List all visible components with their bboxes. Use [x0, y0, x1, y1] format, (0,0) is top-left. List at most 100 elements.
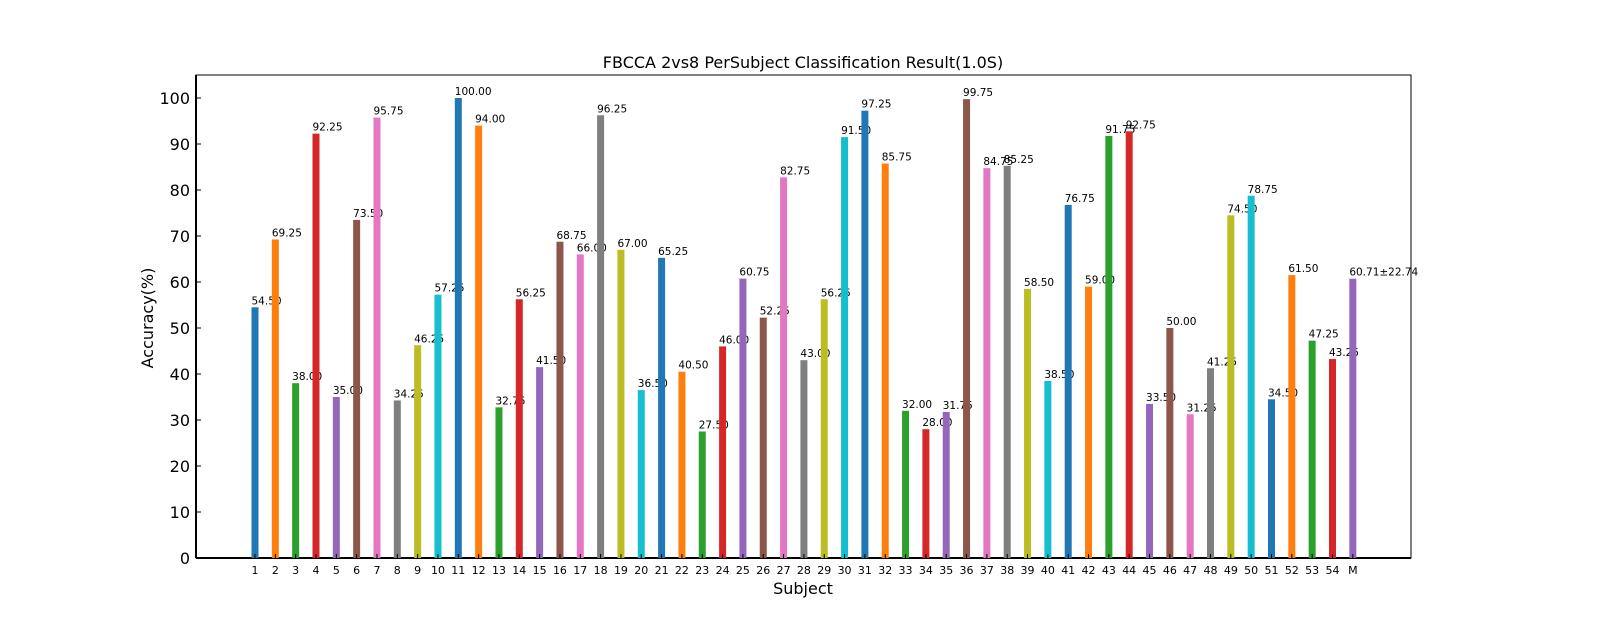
y-tick-label: 60	[170, 273, 190, 292]
bar-36	[963, 99, 971, 559]
bar-37	[983, 168, 991, 558]
x-tick-label: 46	[1163, 564, 1177, 577]
x-tick-label: 48	[1204, 564, 1218, 577]
bar-6	[353, 219, 361, 558]
x-tick-label: 12	[472, 564, 486, 577]
x-tick-label: 38	[1000, 564, 1014, 577]
bar-25	[739, 278, 747, 558]
data-label: 100.00	[455, 86, 492, 98]
bar-23	[698, 431, 706, 558]
bar-19	[617, 249, 625, 559]
data-label: 40.50	[678, 360, 708, 372]
bar-4	[312, 133, 320, 558]
bar-49	[1227, 215, 1235, 559]
y-tick-label: 30	[170, 411, 190, 430]
x-tick-label: 15	[533, 564, 547, 577]
x-tick-label: 6	[353, 564, 360, 577]
bar-40	[1044, 380, 1052, 558]
bar-20	[637, 390, 645, 558]
data-label: 32.00	[902, 399, 932, 411]
bar-26	[759, 317, 767, 558]
data-label: 97.25	[861, 99, 891, 111]
bar-41	[1064, 204, 1072, 558]
x-tick-label: 47	[1183, 564, 1197, 577]
bar-30	[841, 137, 849, 558]
bar-43	[1105, 135, 1113, 558]
bar-10	[434, 294, 442, 558]
bar-24	[719, 346, 727, 558]
y-tick-label: 40	[170, 365, 190, 384]
x-tick-label: 35	[939, 564, 953, 577]
bar-21	[658, 257, 666, 558]
x-tick-label: 16	[553, 564, 567, 577]
bar-M	[1349, 278, 1357, 558]
data-label: 85.25	[1004, 154, 1034, 166]
x-tick-label: 33	[899, 564, 913, 577]
bar-50	[1247, 195, 1255, 558]
bar-39	[1024, 288, 1032, 558]
x-tick-label: 36	[960, 564, 974, 577]
bar-47	[1186, 414, 1194, 558]
bar-1	[251, 307, 259, 558]
bar-3	[292, 383, 300, 558]
x-tick-label: 27	[777, 564, 791, 577]
bar-27	[780, 177, 788, 558]
bar-34	[922, 429, 930, 558]
bar-29	[820, 299, 828, 558]
x-tick-label: 25	[736, 564, 750, 577]
bar-51	[1268, 399, 1275, 558]
data-label: 47.25	[1309, 329, 1339, 341]
bar-33	[902, 410, 910, 558]
x-tick-label: 24	[716, 564, 730, 577]
y-tick-label: 70	[170, 227, 190, 246]
bar-31	[861, 110, 869, 559]
bar-17	[576, 254, 584, 558]
bar-35	[942, 411, 950, 558]
data-label: 84.75	[983, 156, 1013, 168]
x-tick-label: 22	[675, 564, 689, 577]
y-tick-label: 10	[170, 503, 190, 522]
x-tick-label: 34	[919, 564, 933, 577]
x-tick-label: 1	[252, 564, 259, 577]
x-tick-label: 9	[414, 564, 421, 577]
x-tick-label: 45	[1143, 564, 1157, 577]
bar-22	[678, 371, 686, 558]
x-tick-label: 50	[1244, 564, 1258, 577]
x-tick-label: 39	[1021, 564, 1035, 577]
x-tick-label: 40	[1041, 564, 1055, 577]
x-tick-label: 37	[980, 564, 994, 577]
x-tick-label: 26	[756, 564, 770, 577]
data-label: 96.25	[597, 103, 627, 115]
y-tick-label: 100	[159, 89, 190, 108]
y-tick-label: 0	[180, 549, 190, 568]
x-tick-label: 43	[1102, 564, 1116, 577]
bar-11	[454, 98, 462, 558]
x-tick-label: 32	[878, 564, 892, 577]
bar-14	[515, 299, 523, 558]
data-label: 61.50	[1288, 263, 1318, 275]
bar-7	[373, 117, 381, 559]
plot-area: 0102030405060708090100154.50269.25338.00…	[159, 74, 1419, 577]
bar-18	[597, 115, 605, 558]
bar-46	[1166, 328, 1174, 558]
y-tick-label: 50	[170, 319, 190, 338]
y-axis-label: Accuracy(%)	[138, 268, 157, 369]
bar-15	[536, 367, 544, 558]
x-tick-label: 53	[1305, 564, 1319, 577]
chart-title: FBCCA 2vs8 PerSubject Classification Res…	[603, 53, 1003, 72]
data-label: 95.75	[373, 106, 403, 118]
data-label: 78.75	[1248, 184, 1278, 196]
x-tick-label: 17	[573, 564, 587, 577]
bar-45	[1146, 403, 1154, 558]
x-tick-label: 5	[333, 564, 340, 577]
bar-13	[495, 407, 503, 558]
data-label: 82.75	[780, 165, 810, 177]
x-tick-label: 7	[373, 564, 380, 577]
x-tick-label: 2	[272, 564, 279, 577]
bar-5	[332, 397, 340, 558]
x-tick-label: 30	[838, 564, 852, 577]
x-tick-label: 3	[292, 564, 299, 577]
data-label: 94.00	[475, 114, 505, 126]
